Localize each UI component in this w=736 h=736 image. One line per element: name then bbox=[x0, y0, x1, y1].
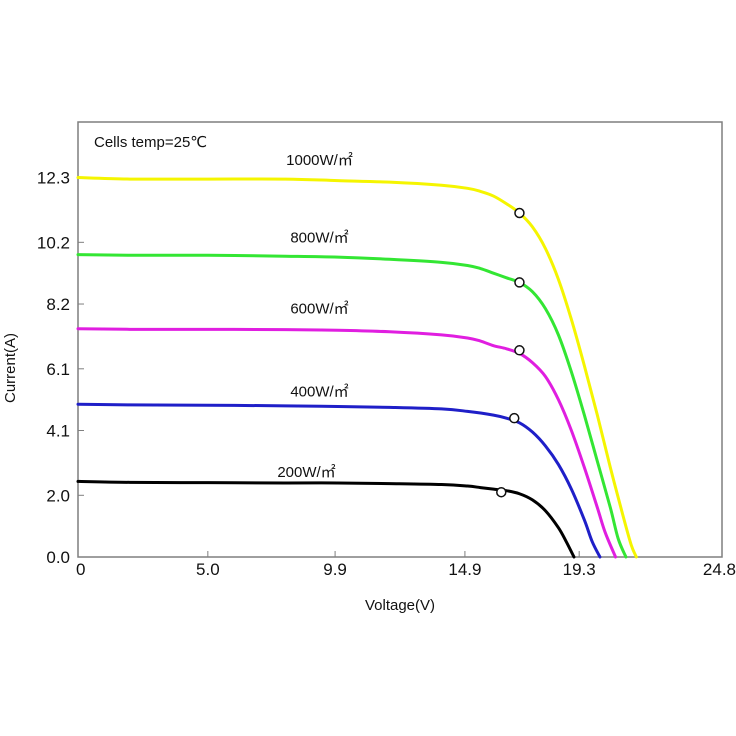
y-tick-label: 10.2 bbox=[37, 233, 70, 252]
mpp-marker bbox=[496, 486, 507, 498]
series-line bbox=[76, 176, 638, 559]
x-tick-label: 14.9 bbox=[448, 560, 481, 579]
series-label: 1000W/㎡ bbox=[286, 152, 353, 169]
plot-frame bbox=[77, 121, 723, 558]
y-tick-label: 2.0 bbox=[46, 486, 70, 505]
series-label: 400W/㎡ bbox=[290, 384, 348, 401]
series-layer: 1000W/㎡ 800W/㎡ 600W/㎡ 400W/㎡ 200W/㎡ bbox=[76, 152, 638, 559]
series-line bbox=[76, 479, 576, 559]
y-axis-label: Current(A) bbox=[2, 333, 19, 403]
y-tick-label: 0.0 bbox=[46, 548, 70, 567]
series-label: 200W/㎡ bbox=[277, 464, 335, 481]
y-tick-label: 4.1 bbox=[46, 422, 70, 441]
series-group: 800W/㎡ bbox=[76, 229, 628, 559]
y-axis-ticks: 0.0 2.0 4.1 6.1 8.2 10.2 12.3 bbox=[37, 169, 84, 567]
series-label: 800W/㎡ bbox=[290, 229, 348, 246]
x-tick-label: 9.9 bbox=[323, 560, 347, 579]
x-axis-label: Voltage(V) bbox=[365, 597, 435, 614]
series-group: 400W/㎡ bbox=[76, 384, 602, 559]
series-line bbox=[76, 327, 618, 559]
mpp-marker bbox=[514, 277, 525, 288]
mpp-marker bbox=[509, 412, 520, 424]
x-axis-ticks: 0 5.0 9.9 14.9 19.3 24.8 bbox=[76, 551, 736, 579]
temperature-annotation: Cells temp=25℃ bbox=[94, 134, 207, 151]
x-tick-label: 0 bbox=[76, 560, 85, 579]
x-tick-label: 5.0 bbox=[196, 560, 220, 579]
y-tick-label: 12.3 bbox=[37, 169, 70, 188]
y-tick-label: 8.2 bbox=[46, 295, 70, 314]
series-group: 600W/㎡ bbox=[76, 300, 618, 559]
series-label: 600W/㎡ bbox=[290, 300, 348, 317]
mpp-marker bbox=[514, 345, 525, 356]
series-line bbox=[76, 402, 602, 559]
x-tick-label: 19.3 bbox=[563, 560, 596, 579]
x-tick-label: 24.8 bbox=[703, 560, 736, 579]
mpp-marker bbox=[514, 207, 525, 219]
y-tick-label: 6.1 bbox=[46, 360, 70, 379]
series-group: 1000W/㎡ bbox=[76, 152, 638, 559]
series-line bbox=[76, 253, 628, 559]
series-group: 200W/㎡ bbox=[76, 464, 576, 559]
